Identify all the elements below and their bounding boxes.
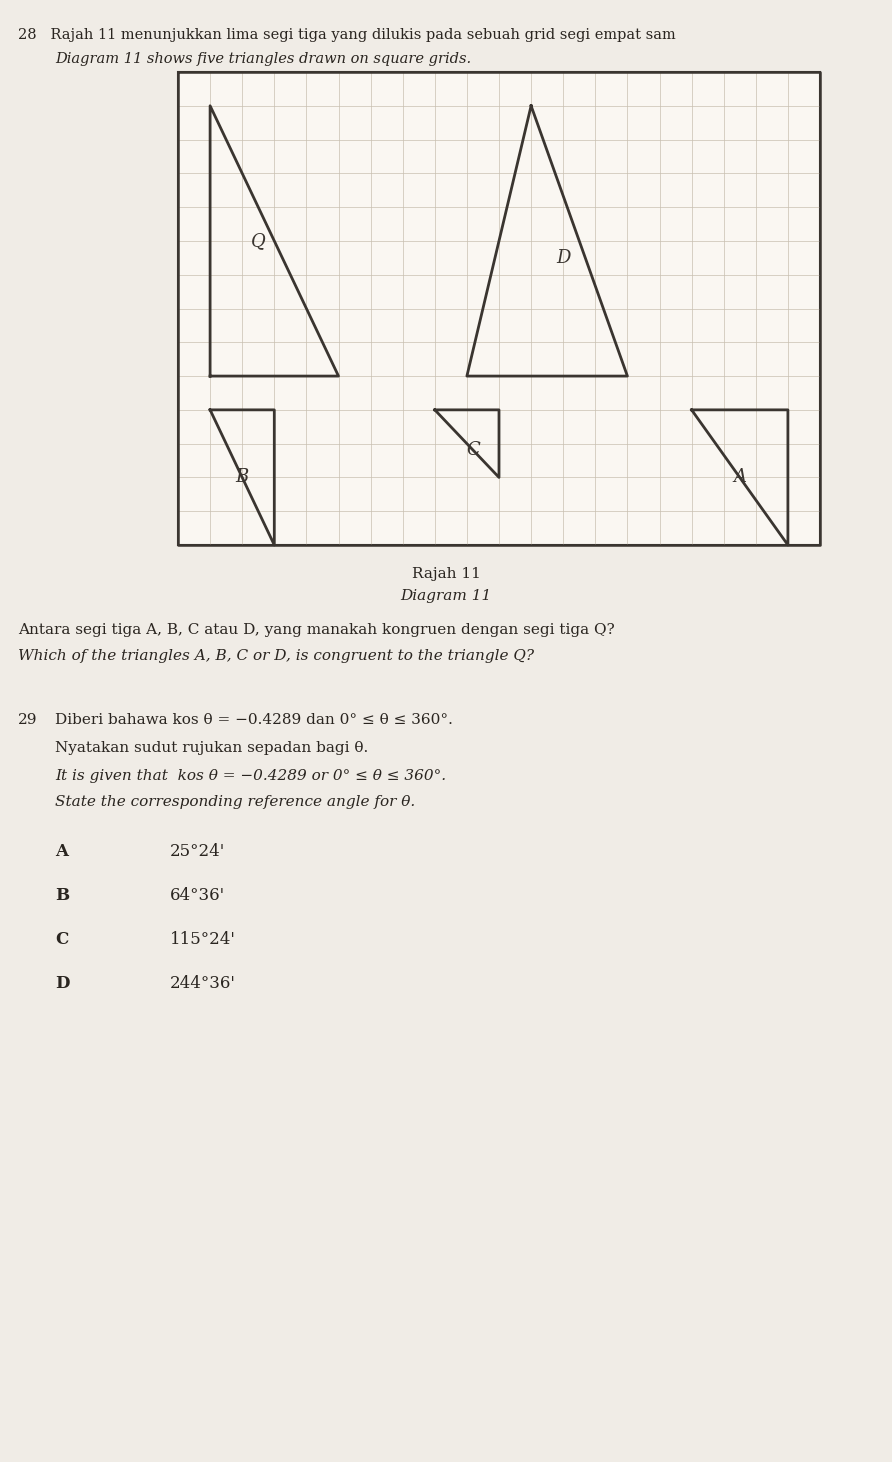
Text: 29: 29 — [18, 713, 37, 727]
Bar — [178, 72, 820, 545]
Text: 244°36': 244°36' — [170, 975, 235, 993]
Text: Which of the triangles A, B, C or D, is congruent to the triangle Q?: Which of the triangles A, B, C or D, is … — [18, 649, 534, 662]
Text: A: A — [733, 468, 747, 487]
Text: Q: Q — [251, 232, 266, 250]
Text: 64°36': 64°36' — [170, 887, 225, 904]
Text: Antara segi tiga A, B, C atau D, yang manakah kongruen dengan segi tiga Q?: Antara segi tiga A, B, C atau D, yang ma… — [18, 623, 615, 637]
Text: 25°24': 25°24' — [170, 844, 226, 860]
Text: Diberi bahawa kos θ = −0.4289 dan 0° ≤ θ ≤ 360°.: Diberi bahawa kos θ = −0.4289 dan 0° ≤ θ… — [55, 713, 453, 727]
Text: C: C — [55, 931, 69, 947]
Text: B: B — [55, 887, 69, 904]
Text: Diagram 11: Diagram 11 — [401, 589, 491, 602]
Text: 28   Rajah 11 menunjukkan lima segi tiga yang dilukis pada sebuah grid segi empa: 28 Rajah 11 menunjukkan lima segi tiga y… — [18, 28, 676, 42]
Text: Diagram 11 shows five triangles drawn on square grids.: Diagram 11 shows five triangles drawn on… — [55, 53, 471, 66]
Text: Rajah 11: Rajah 11 — [411, 567, 481, 580]
Text: 115°24': 115°24' — [170, 931, 235, 947]
Text: It is given that  kos θ = −0.4289 or 0° ≤ θ ≤ 360°.: It is given that kos θ = −0.4289 or 0° ≤… — [55, 769, 446, 784]
Text: D: D — [55, 975, 70, 993]
Text: Nyatakan sudut rujukan sepadan bagi θ.: Nyatakan sudut rujukan sepadan bagi θ. — [55, 741, 368, 754]
Text: C: C — [467, 442, 480, 459]
Text: D: D — [556, 249, 570, 268]
Text: B: B — [235, 468, 249, 487]
Text: A: A — [55, 844, 68, 860]
Text: State the corresponding reference angle for θ.: State the corresponding reference angle … — [55, 795, 416, 808]
